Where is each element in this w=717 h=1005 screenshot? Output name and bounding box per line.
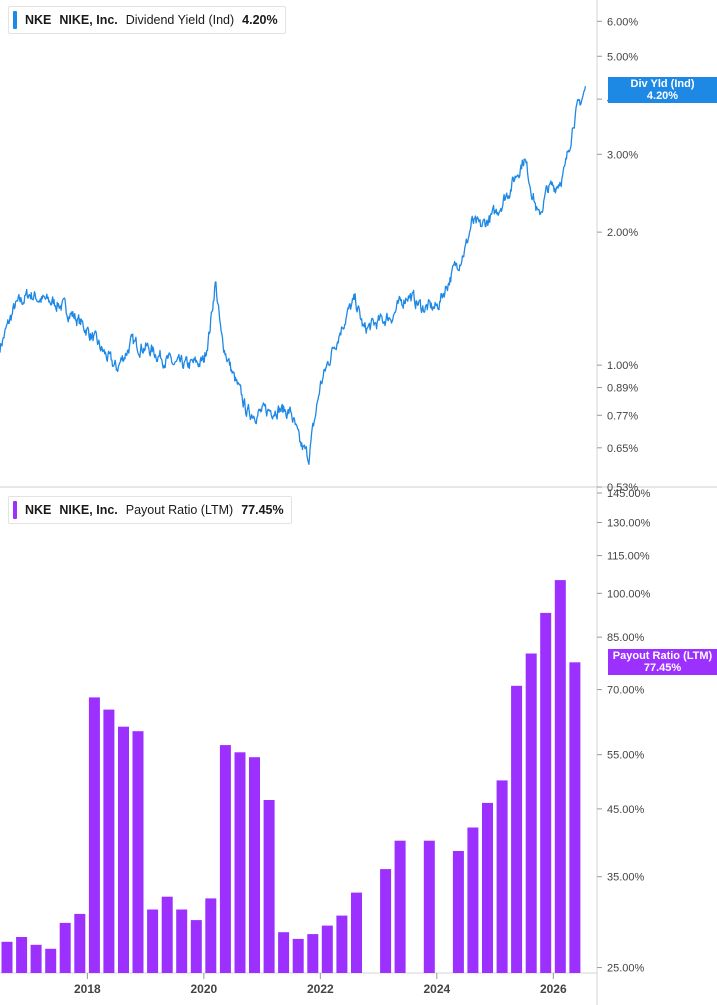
legend-ticker: NKE xyxy=(25,13,52,27)
legend-company: NIKE, Inc. xyxy=(59,503,118,517)
payout-ratio-bar xyxy=(176,909,188,973)
yield-axis-tick-label: 0.65% xyxy=(607,443,638,455)
payout-ratio-bar xyxy=(336,915,348,973)
series-color-swatch xyxy=(13,501,17,519)
payout-ratio-bar xyxy=(30,944,42,973)
payout-ratio-bar xyxy=(249,757,260,973)
payout-ratio-bar xyxy=(103,709,115,973)
payout-axis-tick-label: 85.00% xyxy=(607,632,645,644)
payout-ratio-bar xyxy=(569,662,581,973)
payout-ratio-bar xyxy=(16,937,28,973)
payout-ratio-bar xyxy=(292,938,304,973)
payout-ratio-bar xyxy=(74,913,86,973)
payout-axis-tick-label: 25.00% xyxy=(607,963,645,975)
series-color-swatch xyxy=(13,11,17,29)
yield-axis-tick-label: 1.00% xyxy=(607,360,638,372)
payout-ratio-bar xyxy=(482,802,493,973)
payout-axis-tick-label: 35.00% xyxy=(607,872,645,884)
payout-ratio-bar xyxy=(234,752,246,973)
payout-ratio-price-tag: Payout Ratio (LTM) 77.45% xyxy=(608,649,717,675)
payout-ratio-bar xyxy=(190,920,202,973)
yield-axis-tick-label: 0.53% xyxy=(607,482,638,494)
payout-ratio-bar xyxy=(132,731,144,973)
payout-ratio-bar xyxy=(467,827,479,973)
payout-ratio-bar xyxy=(59,922,71,973)
payout-ratio-bar xyxy=(1,941,13,973)
payout-ratio-bar xyxy=(380,869,392,973)
payout-ratio-bar xyxy=(147,909,159,973)
x-tick-label: 2018 xyxy=(74,982,101,996)
yield-axis-tick-label: 0.77% xyxy=(607,410,638,422)
payout-ratio-legend[interactable]: NKE NIKE, Inc. Payout Ratio (LTM) 77.45% xyxy=(8,496,292,524)
payout-axis-tick-label: 45.00% xyxy=(607,804,645,816)
x-tick-label: 2022 xyxy=(307,982,334,996)
payout-ratio-bar xyxy=(307,934,319,973)
payout-ratio-bar xyxy=(423,840,435,973)
payout-ratio-bar xyxy=(263,800,275,973)
legend-metric: Payout Ratio (LTM) xyxy=(125,503,234,517)
payout-ratio-bar xyxy=(351,892,362,973)
yield-axis-tick-label: 3.00% xyxy=(607,149,638,161)
price-tag-label: Div Yld (Ind) xyxy=(630,78,695,90)
yield-axis-tick-label: 2.00% xyxy=(607,227,638,239)
payout-ratio-bar xyxy=(452,851,464,973)
dividend-yield-line xyxy=(0,86,587,465)
legend-company: NIKE, Inc. xyxy=(59,13,118,27)
payout-ratio-bar xyxy=(496,780,508,973)
legend-value: 4.20% xyxy=(242,13,278,27)
yield-axis-tick-label: 0.89% xyxy=(607,383,638,395)
yield-axis-tick-label: 6.00% xyxy=(607,16,638,28)
legend-metric: Dividend Yield (Ind) xyxy=(125,13,235,27)
payout-ratio-bar xyxy=(205,898,217,973)
price-tag-value: 77.45% xyxy=(643,662,682,674)
x-tick-label: 2024 xyxy=(423,982,450,996)
payout-ratio-bar xyxy=(554,580,566,973)
payout-axis-tick-label: 145.00% xyxy=(607,488,651,500)
payout-ratio-bar xyxy=(161,896,173,973)
x-tick-label: 2020 xyxy=(191,982,218,996)
dividend-yield-legend[interactable]: NKE NIKE, Inc. Dividend Yield (Ind) 4.20… xyxy=(8,6,286,34)
payout-ratio-bar xyxy=(118,726,129,973)
legend-ticker: NKE xyxy=(25,503,52,517)
yield-axis-tick-label: 5.00% xyxy=(607,51,638,63)
legend-value: 77.45% xyxy=(241,503,284,517)
payout-axis-tick-label: 70.00% xyxy=(607,685,645,697)
payout-ratio-bar xyxy=(219,745,231,973)
price-tag-label: Payout Ratio (LTM) xyxy=(612,650,713,662)
payout-ratio-bar xyxy=(321,925,333,973)
x-tick-label: 2026 xyxy=(540,982,567,996)
payout-ratio-bar xyxy=(278,932,290,973)
payout-ratio-bar xyxy=(525,653,537,973)
payout-ratio-bar xyxy=(88,697,100,973)
payout-ratio-bar xyxy=(540,612,552,973)
payout-axis-tick-label: 55.00% xyxy=(607,750,645,762)
payout-axis-tick-label: 100.00% xyxy=(607,588,651,600)
price-tag-value: 4.20% xyxy=(646,90,679,102)
payout-axis-tick-label: 130.00% xyxy=(607,517,651,529)
payout-ratio-bar xyxy=(45,948,57,973)
dividend-yield-price-tag: Div Yld (Ind) 4.20% xyxy=(608,77,717,103)
payout-axis-tick-label: 115.00% xyxy=(607,551,650,563)
payout-ratio-bar xyxy=(511,685,523,973)
payout-ratio-bar xyxy=(394,840,406,973)
